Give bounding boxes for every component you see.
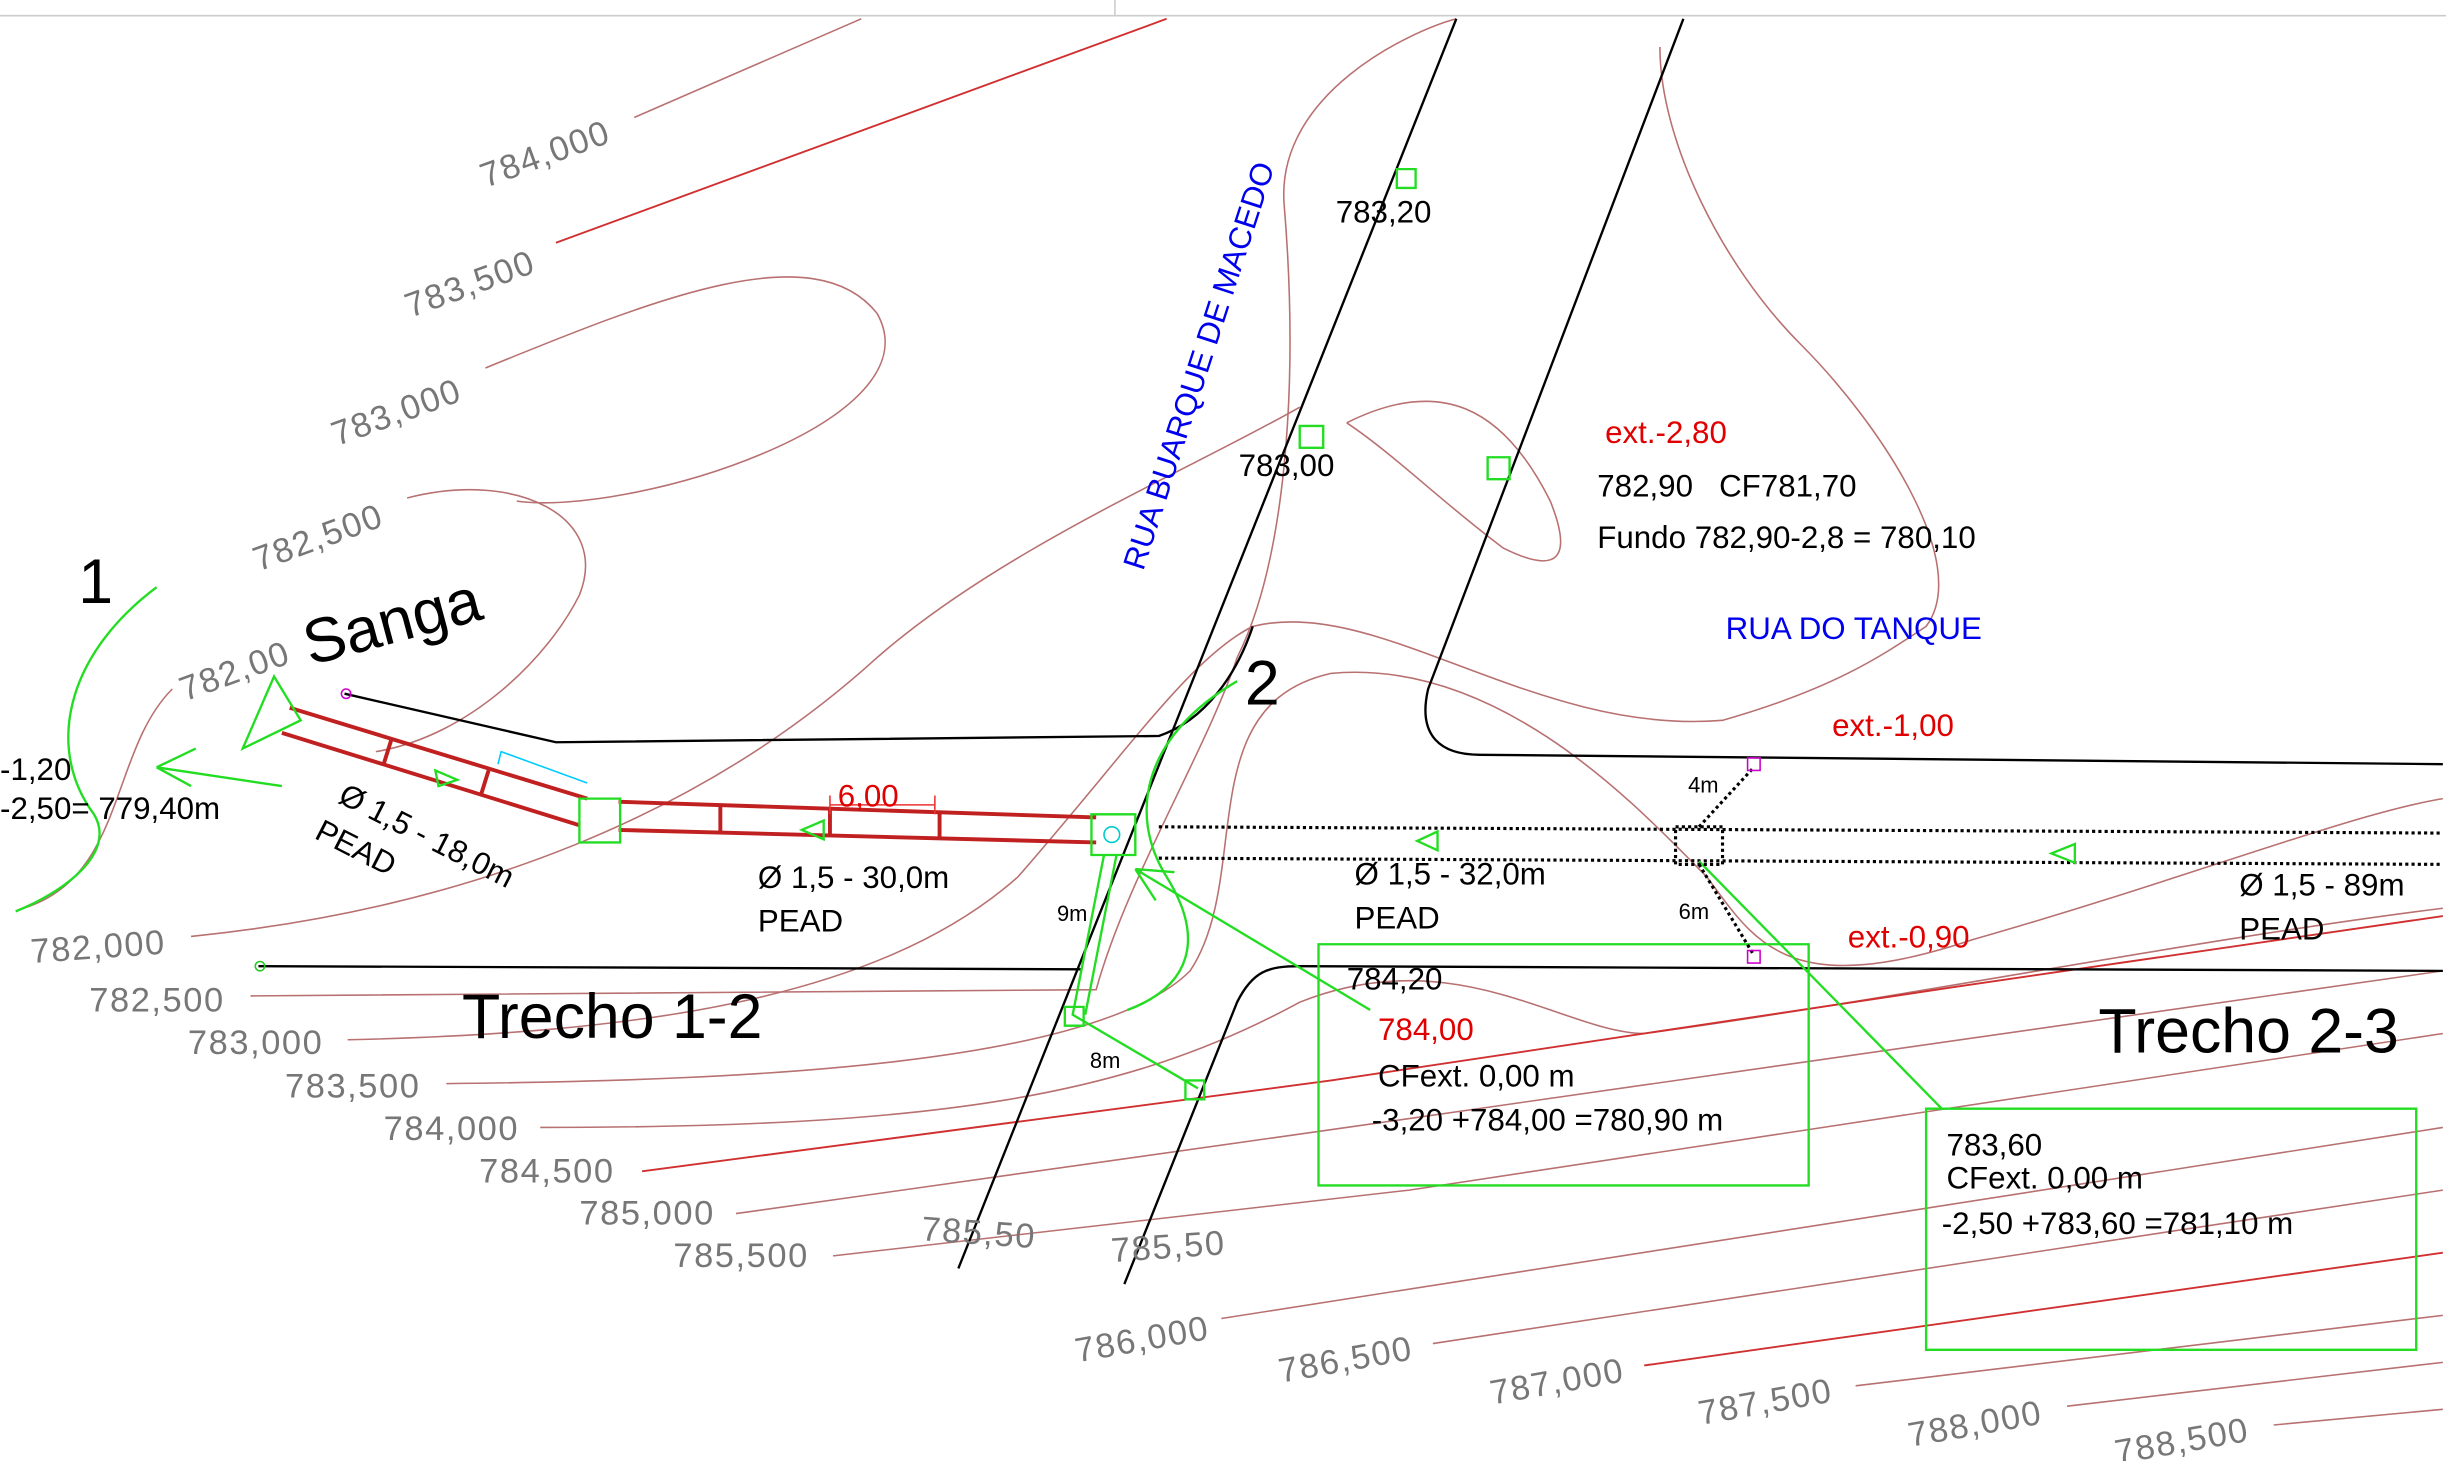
drawing: 784,000 783,500 783,000 782,500 782,00 7…	[0, 0, 2446, 1461]
section-label: Trecho 1-2	[462, 982, 762, 1052]
contour-label: 782,500	[248, 497, 388, 579]
outlet-note: -2,50= 779,40m	[0, 791, 220, 826]
contour-label: 787,500	[1695, 1372, 1835, 1433]
contour-label: 785,50	[920, 1210, 1037, 1256]
elevation: 783,00	[1239, 448, 1335, 483]
pipe-spec: Ø 1,5 - 30,0m	[758, 860, 949, 895]
contour-label: 782,500	[89, 982, 224, 1020]
contour-label: 783,500	[400, 243, 540, 325]
ext-label: ext.-1,00	[1832, 708, 1954, 743]
contour-label: 782,000	[29, 924, 167, 971]
pipe-material: PEAD	[758, 904, 843, 939]
contour-label: 785,50	[1110, 1224, 1227, 1270]
box-line: 784,20	[1347, 962, 1443, 997]
pipe-material: PEAD	[1355, 901, 1440, 936]
pipe-length: 9m	[1057, 901, 1087, 926]
outlet-note: -1,20	[0, 752, 71, 787]
contour-label: 784,500	[479, 1152, 614, 1190]
contour-label: 783,000	[188, 1024, 323, 1062]
node-label: 2	[1245, 649, 1280, 719]
ext-label: ext.-0,90	[1848, 919, 1970, 954]
box-line: -2,50 +783,60 =781,10 m	[1942, 1206, 2294, 1241]
pipe-length: 6,00	[838, 778, 899, 813]
pipe-spec: Ø 1,5 - 32,0m	[1355, 857, 1546, 892]
contour-label: 788,000	[1905, 1394, 2045, 1455]
contour-label: 786,500	[1276, 1330, 1416, 1391]
box-line: -3,20 +784,00 =780,90 m	[1372, 1103, 1724, 1138]
landmark: Sanga	[296, 565, 489, 680]
contour-label: 787,000	[1487, 1352, 1627, 1413]
contour-label: 784,000	[384, 1110, 519, 1148]
manhole-levels: 782,90 CF781,70	[1597, 468, 1856, 503]
pipe-spec: Ø 1,5 - 89m	[2239, 868, 2404, 903]
pipe-length: 6m	[1679, 899, 1709, 924]
pipe-length: 8m	[1090, 1048, 1120, 1073]
contour-label: 783,500	[285, 1068, 420, 1106]
manhole-bottom: Fundo 782,90-2,8 = 780,10	[1597, 520, 1975, 555]
contour-label: 785,000	[579, 1195, 714, 1233]
contour-label: 785,500	[673, 1237, 808, 1275]
box-line: 783,60	[1946, 1128, 2042, 1163]
box-line: CFext. 0,00 m	[1378, 1059, 1575, 1094]
ext-label: ext.-2,80	[1605, 415, 1727, 450]
pipe-length: 4m	[1688, 772, 1718, 797]
street-name: RUA DO TANQUE	[1726, 611, 1982, 646]
street-name: RUA BUARQUE DE MACEDO	[1117, 158, 1282, 574]
contour-label: 784,000	[475, 113, 615, 195]
box-line: CFext. 0,00 m	[1946, 1161, 2143, 1196]
pipe-material: PEAD	[2239, 912, 2324, 947]
box-line: 784,00	[1378, 1012, 1474, 1047]
contour-label: 786,000	[1072, 1309, 1212, 1370]
section-label: Trecho 2-3	[2098, 996, 2398, 1066]
node-label: 1	[78, 547, 113, 617]
elevation: 783,20	[1336, 194, 1432, 229]
contour-label: 788,500	[2112, 1411, 2252, 1461]
contour-label: 783,000	[326, 372, 466, 454]
contour-label: 782,00	[175, 634, 296, 709]
